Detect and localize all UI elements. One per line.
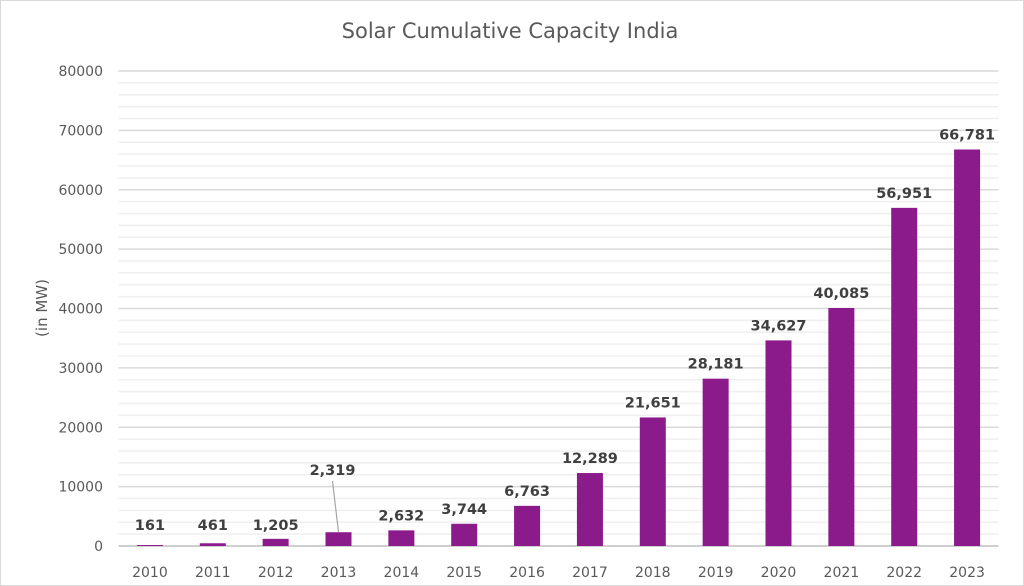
- data-label: 28,181: [688, 357, 744, 373]
- bar: [388, 530, 415, 546]
- y-tick-label: 10000: [58, 480, 103, 496]
- bar: [954, 149, 981, 547]
- bar: [702, 378, 729, 546]
- data-label: 461: [198, 518, 228, 534]
- x-tick-label: 2021: [824, 565, 860, 581]
- y-tick-label: 0: [94, 539, 103, 555]
- y-tick-label: 40000: [58, 302, 103, 318]
- bar: [576, 473, 603, 546]
- bar: [325, 532, 352, 546]
- bar: [262, 538, 289, 546]
- x-tick-label: 2010: [132, 565, 168, 581]
- y-tick-label: 20000: [58, 420, 103, 436]
- x-tick-label: 2023: [949, 565, 985, 581]
- x-tick-label: 2018: [635, 565, 671, 581]
- x-tick-label: 2014: [384, 565, 420, 581]
- bar: [639, 417, 666, 546]
- y-tick-label: 60000: [58, 183, 103, 199]
- y-tick-label: 70000: [58, 123, 103, 139]
- bar: [136, 545, 163, 546]
- data-label: 21,651: [625, 395, 681, 411]
- chart-title: Solar Cumulative Capacity India: [342, 19, 679, 43]
- data-label: 161: [135, 518, 165, 534]
- bar: [828, 307, 855, 546]
- data-label: 56,951: [876, 186, 932, 202]
- x-tick-label: 2011: [195, 565, 231, 581]
- data-label: 40,085: [813, 286, 869, 302]
- bar: [199, 543, 226, 546]
- bar: [451, 523, 478, 546]
- leader-line: [331, 480, 340, 533]
- x-tick-label: 2016: [509, 565, 545, 581]
- data-label: 12,289: [562, 451, 618, 467]
- y-tick-label: 80000: [58, 64, 103, 80]
- data-label: 6,763: [504, 484, 550, 500]
- data-label: 1,205: [253, 518, 299, 534]
- bar: [514, 505, 541, 546]
- data-label: 3,744: [441, 502, 487, 518]
- x-tick-label: 2012: [258, 565, 294, 581]
- y-tick-label: 50000: [58, 242, 103, 258]
- data-label: 2,632: [378, 508, 424, 524]
- data-label: 2,319: [310, 463, 356, 479]
- x-tick-label: 2020: [761, 565, 797, 581]
- bar: [765, 340, 792, 546]
- x-tick-label: 2022: [886, 565, 922, 581]
- x-tick-label: 2013: [321, 565, 357, 581]
- data-label: 34,627: [751, 318, 807, 334]
- y-axis-label: (in MW): [33, 279, 51, 337]
- bar: [891, 207, 918, 546]
- x-tick-label: 2019: [698, 565, 734, 581]
- y-tick-label: 30000: [58, 361, 103, 377]
- x-tick-label: 2017: [572, 565, 608, 581]
- x-tick-label: 2015: [446, 565, 482, 581]
- data-label: 66,781: [939, 127, 995, 143]
